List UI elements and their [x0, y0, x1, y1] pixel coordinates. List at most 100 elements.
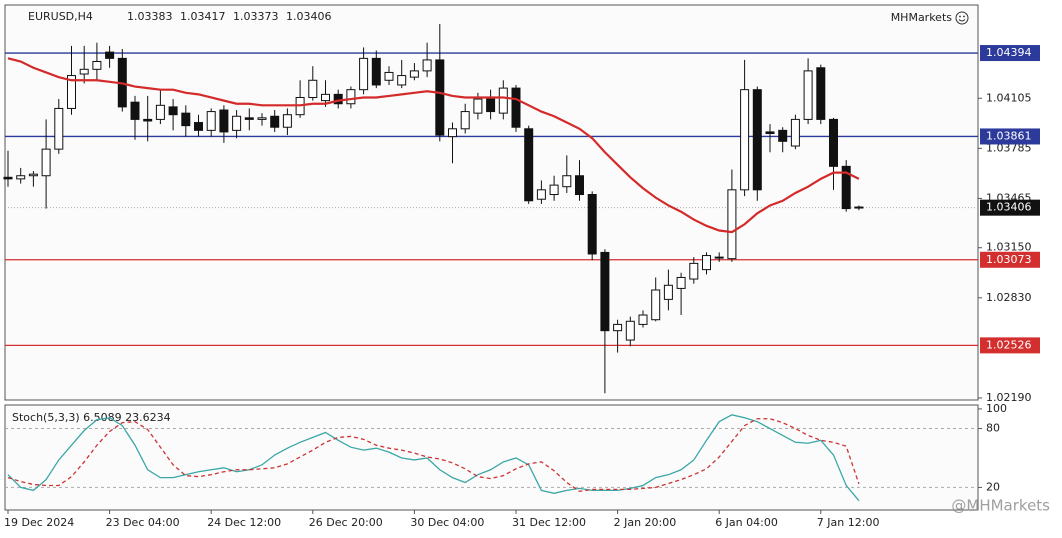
candle-body [587, 194, 597, 255]
x-tick-label: 26 Dec 20:00 [309, 516, 383, 529]
y-tick-label: 20 [986, 480, 1000, 493]
candle-body [854, 206, 864, 209]
level-tag [980, 251, 1040, 268]
header-close: 1.03406 [286, 10, 332, 23]
candle-body [92, 60, 102, 70]
candle-body [359, 57, 369, 91]
candle-body [194, 122, 203, 131]
candle-body [549, 184, 559, 196]
candle-body [752, 89, 762, 191]
candle-body [232, 115, 242, 131]
candle-body [270, 115, 280, 128]
level-tag [980, 337, 1040, 354]
candle-body [3, 176, 13, 180]
candle-body [321, 93, 330, 102]
candle-body [676, 276, 686, 289]
candle-body [409, 70, 419, 78]
candle-body [16, 175, 26, 180]
candle-body [790, 118, 800, 147]
candle-body [575, 175, 584, 196]
candle-body [105, 51, 115, 59]
candle-body [803, 70, 813, 120]
candle-body [79, 68, 89, 75]
stoch-line [7, 414, 860, 502]
candle-body [435, 59, 445, 136]
level-tag [980, 45, 1040, 62]
header-high: 1.03417 [180, 10, 226, 23]
level-label: 1.03073 [986, 253, 1032, 266]
candle-body [206, 111, 216, 131]
candle-body [308, 79, 318, 98]
candle-body [143, 118, 153, 122]
x-tick-label: 24 Dec 12:00 [207, 516, 281, 529]
x-tick-label: 30 Dec 04:00 [410, 516, 484, 529]
x-tick-label: 19 Dec 2024 [4, 516, 74, 529]
candle-body [511, 87, 521, 128]
level-label: 1.02526 [986, 338, 1032, 351]
x-tick-label: 23 Dec 04:00 [106, 516, 180, 529]
candle-body [524, 128, 534, 202]
candle-body [663, 284, 673, 300]
candle-body [130, 101, 140, 120]
candle-body [397, 75, 407, 86]
candle-body [219, 109, 229, 133]
candle-body [28, 173, 38, 177]
x-tick-label: 31 Dec 12:00 [512, 516, 586, 529]
y-tick-label: 100 [986, 402, 1007, 415]
x-tick-label: 2 Jan 20:00 [614, 516, 677, 529]
candle-body [473, 98, 483, 114]
candle-body [346, 89, 356, 105]
candle-body [778, 129, 788, 142]
candle-body [448, 128, 457, 138]
candle-body [486, 98, 496, 113]
brand: MHMarkets [891, 11, 953, 24]
level-tag [980, 128, 1040, 145]
candle-body [536, 189, 546, 200]
x-tick-label: 6 Jan 04:00 [715, 516, 778, 529]
y-tick-label: 80 [986, 422, 1000, 435]
stoch-title: Stoch(5,3,3) 6.5089 23.6234 [12, 411, 171, 424]
y-tick-label: 1.03150 [986, 241, 1032, 254]
candle-body [282, 114, 292, 128]
candle-body [54, 107, 64, 150]
candle-body [816, 67, 826, 120]
candle-body [422, 59, 432, 72]
candle-body [168, 106, 178, 116]
candle-body [498, 87, 508, 114]
last-price-tag [980, 199, 1040, 216]
candle-body [155, 104, 165, 120]
symbol-title: EURUSD,H4 [28, 10, 93, 23]
candle-body [257, 117, 267, 120]
candle-body [689, 262, 699, 280]
moving-average [7, 57, 860, 234]
candle-body [829, 118, 838, 167]
candle-body [702, 255, 711, 271]
candle-body [181, 112, 191, 127]
candle-body [600, 251, 610, 332]
candle-body [41, 148, 51, 177]
candle-body [765, 131, 775, 134]
y-tick-label: 1.02190 [986, 391, 1032, 404]
candle-body [651, 289, 661, 321]
candle-body [460, 111, 470, 130]
candle-body [740, 89, 750, 191]
smiley-icon [955, 11, 969, 25]
candle-body [714, 256, 724, 259]
candle-body [67, 75, 76, 109]
candle-body [244, 117, 254, 120]
candle-body [562, 175, 572, 188]
level-label: 1.04394 [986, 46, 1032, 59]
watermark: @MHMarkets [951, 497, 1050, 515]
level-label: 1.03861 [986, 129, 1032, 142]
price-panel [4, 4, 979, 401]
header-open: 1.03383 [127, 10, 173, 23]
last-price-label: 1.03406 [986, 201, 1032, 214]
header-low: 1.03373 [233, 10, 279, 23]
y-tick-label: 1.02830 [986, 291, 1032, 304]
candle-body [841, 165, 851, 210]
candle-body [613, 323, 623, 332]
x-tick-label: 7 Jan 12:00 [817, 516, 880, 529]
candle-body [371, 57, 381, 86]
candle-body [625, 320, 635, 341]
